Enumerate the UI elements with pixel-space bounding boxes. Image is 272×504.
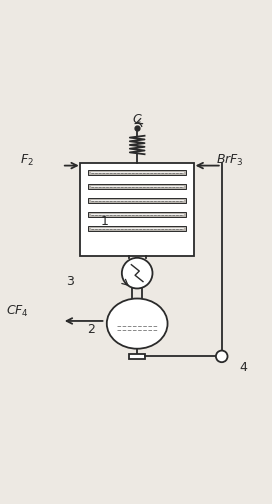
Bar [88,226,186,231]
Text: $F_2$: $F_2$ [20,153,34,168]
Circle shape [122,258,153,288]
Text: $BrF_3$: $BrF_3$ [217,153,244,168]
Bar [88,212,186,217]
Text: $CF_4$: $CF_4$ [6,304,29,319]
Bar [80,163,194,256]
Text: 2: 2 [87,324,95,337]
Text: 3: 3 [66,275,74,288]
Text: 1: 1 [100,215,108,228]
Text: 4: 4 [239,361,247,374]
Bar [88,184,186,189]
Bar [88,198,186,203]
Ellipse shape [107,298,168,349]
Text: C: C [133,113,141,127]
Bar [88,170,186,175]
Bar [129,354,145,359]
Circle shape [216,351,228,362]
